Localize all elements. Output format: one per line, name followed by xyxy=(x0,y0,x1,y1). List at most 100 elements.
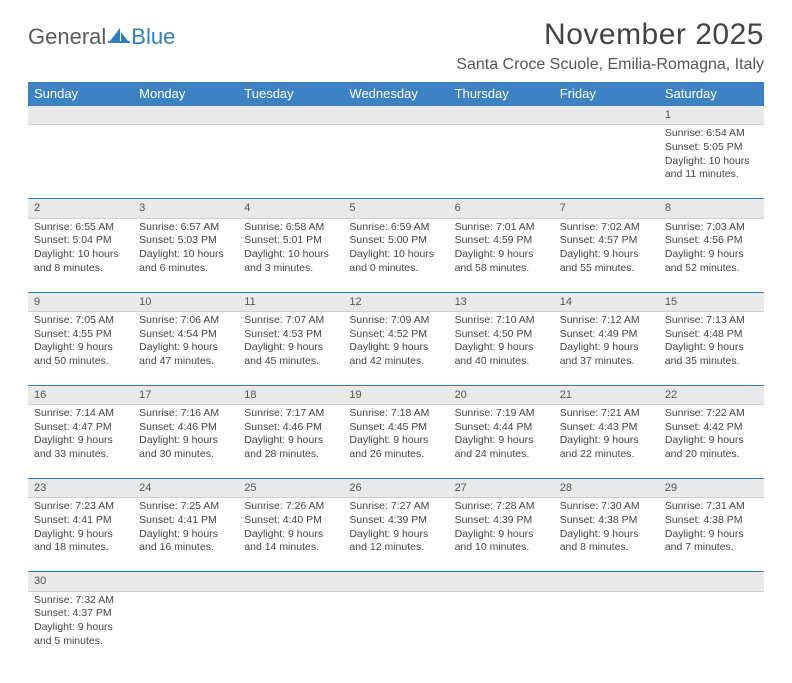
day-cell: Sunrise: 6:58 AMSunset: 5:01 PMDaylight:… xyxy=(238,218,343,292)
day-cell: Sunrise: 7:31 AMSunset: 4:38 PMDaylight:… xyxy=(659,498,764,572)
sunset-text: Sunset: 5:04 PM xyxy=(34,234,127,248)
day-cell: Sunrise: 7:12 AMSunset: 4:49 PMDaylight:… xyxy=(554,311,659,385)
logo-text-1: General xyxy=(28,24,106,50)
daylight-text: Daylight: 9 hours and 55 minutes. xyxy=(560,248,653,275)
sunset-text: Sunset: 4:59 PM xyxy=(455,234,548,248)
daylight-text: Daylight: 9 hours and 8 minutes. xyxy=(560,528,653,555)
daylight-text: Daylight: 9 hours and 47 minutes. xyxy=(139,341,232,368)
day-cell: Sunrise: 6:55 AMSunset: 5:04 PMDaylight:… xyxy=(28,218,133,292)
daylight-text: Daylight: 9 hours and 18 minutes. xyxy=(34,528,127,555)
day-number: 8 xyxy=(659,199,764,218)
sunset-text: Sunset: 4:38 PM xyxy=(560,514,653,528)
sunrise-text: Sunrise: 6:59 AM xyxy=(349,221,442,235)
sunset-text: Sunset: 4:42 PM xyxy=(665,421,758,435)
daylight-text: Daylight: 9 hours and 58 minutes. xyxy=(455,248,548,275)
day-number xyxy=(554,572,659,591)
day-number: 17 xyxy=(133,385,238,404)
daylight-text: Daylight: 9 hours and 5 minutes. xyxy=(34,621,127,648)
logo-text-2: Blue xyxy=(131,24,175,50)
daynum-row: 16171819202122 xyxy=(28,385,764,404)
day-cell: Sunrise: 7:17 AMSunset: 4:46 PMDaylight:… xyxy=(238,405,343,479)
day-number: 12 xyxy=(343,292,448,311)
sunrise-text: Sunrise: 7:03 AM xyxy=(665,221,758,235)
daylight-text: Daylight: 9 hours and 33 minutes. xyxy=(34,434,127,461)
sunset-text: Sunset: 4:39 PM xyxy=(455,514,548,528)
sunset-text: Sunset: 4:38 PM xyxy=(665,514,758,528)
day-number: 18 xyxy=(238,385,343,404)
day-cell: Sunrise: 7:25 AMSunset: 4:41 PMDaylight:… xyxy=(133,498,238,572)
daylight-text: Daylight: 9 hours and 7 minutes. xyxy=(665,528,758,555)
sunset-text: Sunset: 4:54 PM xyxy=(139,328,232,342)
day-number xyxy=(133,106,238,125)
week-row: Sunrise: 7:23 AMSunset: 4:41 PMDaylight:… xyxy=(28,498,764,572)
sunrise-text: Sunrise: 7:28 AM xyxy=(455,500,548,514)
daylight-text: Daylight: 9 hours and 20 minutes. xyxy=(665,434,758,461)
daylight-text: Daylight: 10 hours and 11 minutes. xyxy=(665,155,758,182)
sunset-text: Sunset: 4:46 PM xyxy=(244,421,337,435)
sunset-text: Sunset: 4:52 PM xyxy=(349,328,442,342)
day-cell: Sunrise: 7:27 AMSunset: 4:39 PMDaylight:… xyxy=(343,498,448,572)
day-cell xyxy=(238,591,343,665)
daynum-row: 2345678 xyxy=(28,199,764,218)
week-row: Sunrise: 7:14 AMSunset: 4:47 PMDaylight:… xyxy=(28,405,764,479)
sunset-text: Sunset: 4:43 PM xyxy=(560,421,653,435)
sunrise-text: Sunrise: 7:23 AM xyxy=(34,500,127,514)
day-cell xyxy=(343,125,448,199)
sunset-text: Sunset: 4:47 PM xyxy=(34,421,127,435)
daylight-text: Daylight: 9 hours and 28 minutes. xyxy=(244,434,337,461)
day-cell: Sunrise: 7:09 AMSunset: 4:52 PMDaylight:… xyxy=(343,311,448,385)
day-number: 30 xyxy=(28,572,133,591)
sunrise-text: Sunrise: 7:09 AM xyxy=(349,314,442,328)
day-number: 19 xyxy=(343,385,448,404)
daylight-text: Daylight: 9 hours and 52 minutes. xyxy=(665,248,758,275)
day-number: 21 xyxy=(554,385,659,404)
day-number: 27 xyxy=(449,479,554,498)
day-cell: Sunrise: 7:01 AMSunset: 4:59 PMDaylight:… xyxy=(449,218,554,292)
day-number: 10 xyxy=(133,292,238,311)
sunrise-text: Sunrise: 7:31 AM xyxy=(665,500,758,514)
sunset-text: Sunset: 4:40 PM xyxy=(244,514,337,528)
sunrise-text: Sunrise: 6:58 AM xyxy=(244,221,337,235)
day-number xyxy=(343,572,448,591)
sunset-text: Sunset: 4:53 PM xyxy=(244,328,337,342)
day-cell: Sunrise: 6:54 AMSunset: 5:05 PMDaylight:… xyxy=(659,125,764,199)
sunrise-text: Sunrise: 7:10 AM xyxy=(455,314,548,328)
sunrise-text: Sunrise: 7:07 AM xyxy=(244,314,337,328)
sunrise-text: Sunrise: 6:54 AM xyxy=(665,127,758,141)
month-title: November 2025 xyxy=(456,18,764,52)
day-number xyxy=(238,572,343,591)
day-number: 5 xyxy=(343,199,448,218)
sunset-text: Sunset: 4:37 PM xyxy=(34,607,127,621)
day-number: 29 xyxy=(659,479,764,498)
sunset-text: Sunset: 4:56 PM xyxy=(665,234,758,248)
sunrise-text: Sunrise: 7:19 AM xyxy=(455,407,548,421)
day-number xyxy=(343,106,448,125)
calendar-table: Sunday Monday Tuesday Wednesday Thursday… xyxy=(28,82,764,665)
sunrise-text: Sunrise: 6:57 AM xyxy=(139,221,232,235)
day-number: 26 xyxy=(343,479,448,498)
day-header-row: Sunday Monday Tuesday Wednesday Thursday… xyxy=(28,82,764,106)
sunset-text: Sunset: 5:00 PM xyxy=(349,234,442,248)
sunset-text: Sunset: 4:57 PM xyxy=(560,234,653,248)
day-header: Friday xyxy=(554,82,659,106)
daylight-text: Daylight: 9 hours and 24 minutes. xyxy=(455,434,548,461)
sunrise-text: Sunrise: 7:05 AM xyxy=(34,314,127,328)
daylight-text: Daylight: 9 hours and 26 minutes. xyxy=(349,434,442,461)
week-row: Sunrise: 6:55 AMSunset: 5:04 PM Daylight:… xyxy=(28,218,764,292)
daylight-text: Daylight: 9 hours and 16 minutes. xyxy=(139,528,232,555)
sunrise-text: Sunrise: 6:55 AM xyxy=(34,221,127,235)
daylight-text: Daylight: 9 hours and 40 minutes. xyxy=(455,341,548,368)
day-number: 7 xyxy=(554,199,659,218)
sunrise-text: Sunrise: 7:02 AM xyxy=(560,221,653,235)
sunrise-text: Sunrise: 7:01 AM xyxy=(455,221,548,235)
sunrise-text: Sunrise: 7:22 AM xyxy=(665,407,758,421)
day-cell: Sunrise: 7:05 AMSunset: 4:55 PMDaylight:… xyxy=(28,311,133,385)
sunrise-text: Sunrise: 7:06 AM xyxy=(139,314,232,328)
day-cell: Sunrise: 6:59 AMSunset: 5:00 PMDaylight:… xyxy=(343,218,448,292)
day-cell: Sunrise: 7:02 AMSunset: 4:57 PMDaylight:… xyxy=(554,218,659,292)
sunrise-text: Sunrise: 7:14 AM xyxy=(34,407,127,421)
day-number: 23 xyxy=(28,479,133,498)
day-cell: Sunrise: 7:14 AMSunset: 4:47 PMDaylight:… xyxy=(28,405,133,479)
sunset-text: Sunset: 4:41 PM xyxy=(139,514,232,528)
day-header: Thursday xyxy=(449,82,554,106)
